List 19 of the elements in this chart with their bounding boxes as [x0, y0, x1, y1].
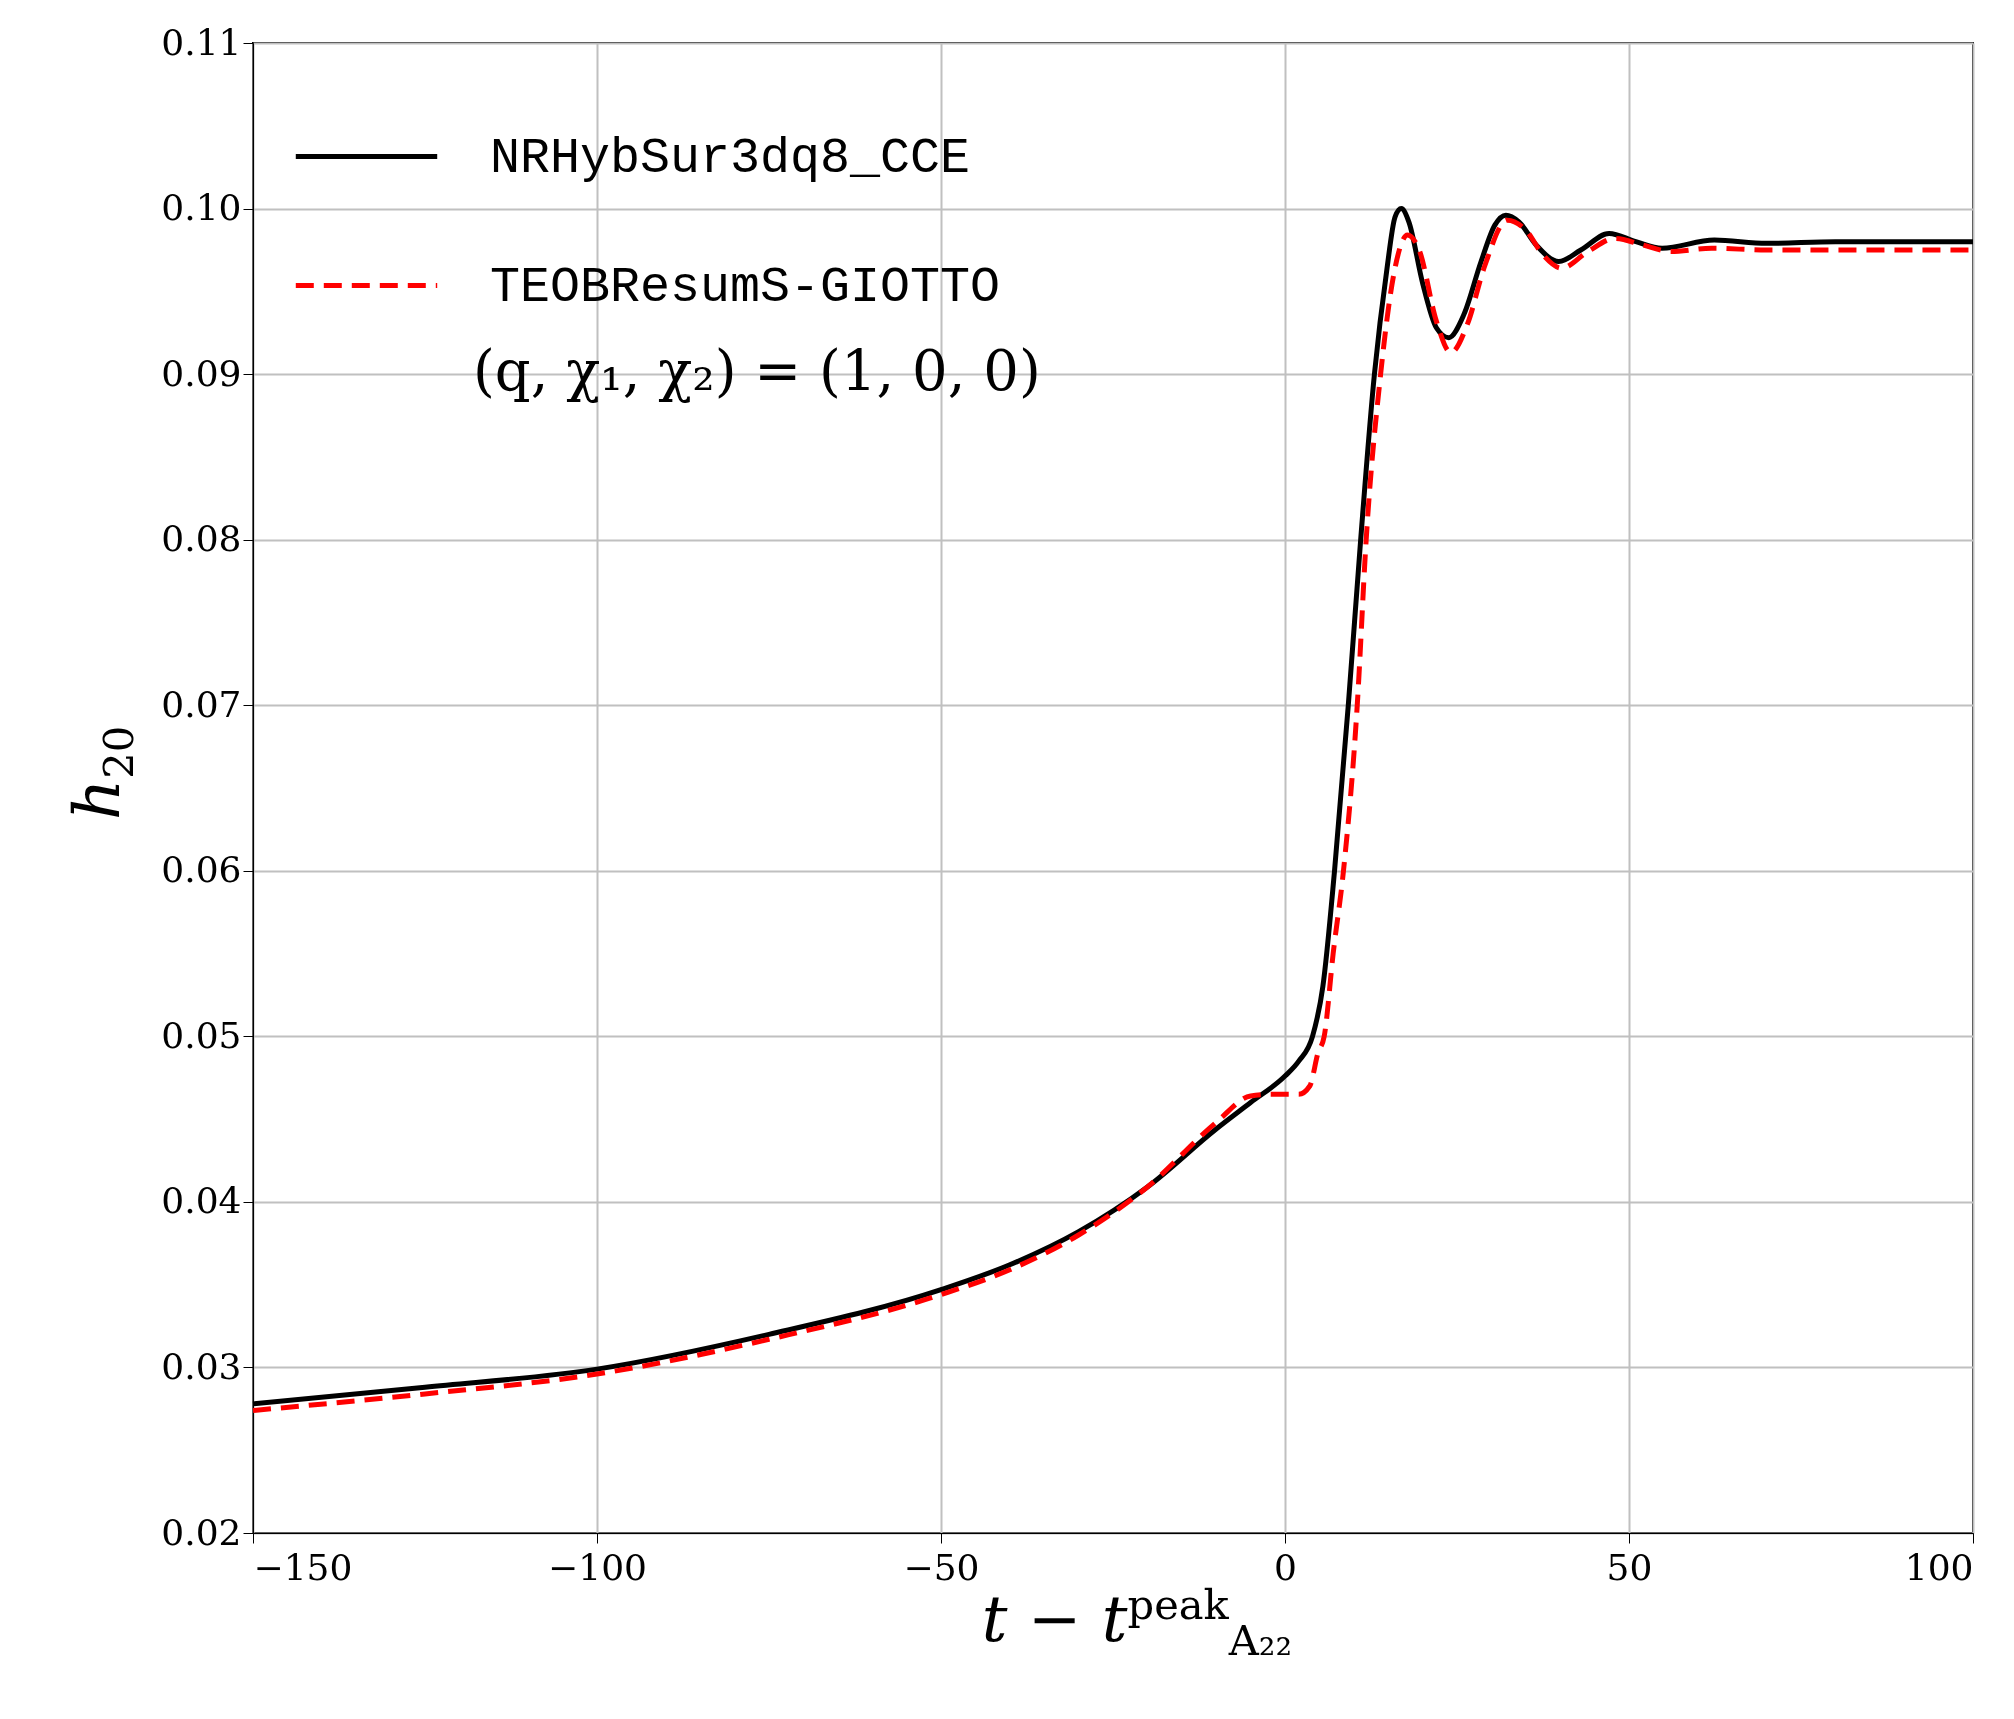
y-tick-label: 0.06: [161, 849, 242, 891]
x-tick-label: −150: [253, 1546, 353, 1588]
annotation: (q, χ₁, χ₂) = (1, 0, 0): [473, 338, 1041, 403]
x-tick-label: 50: [1606, 1546, 1653, 1588]
y-tick-label: 0.07: [161, 683, 242, 725]
y-tick-label: 0.04: [161, 1180, 242, 1222]
y-tick-label: 0.10: [161, 187, 242, 229]
x-tick-label: −100: [548, 1546, 647, 1588]
y-tick-label: 0.08: [161, 518, 242, 560]
y-tick-label: 0.02: [161, 1511, 242, 1553]
legend-label: NRHybSur3dq8_CCE: [490, 129, 971, 187]
x-tick-label: 0: [1274, 1546, 1297, 1588]
x-tick-label: −50: [903, 1546, 980, 1588]
legend-label: TEOBResumS-GIOTTO: [490, 258, 1001, 316]
y-tick-label: 0.11: [161, 21, 242, 63]
y-tick-label: 0.09: [161, 352, 242, 394]
x-tick-label: 100: [1904, 1546, 1974, 1588]
y-tick-label: 0.03: [161, 1345, 242, 1387]
y-tick-label: 0.05: [161, 1014, 242, 1056]
